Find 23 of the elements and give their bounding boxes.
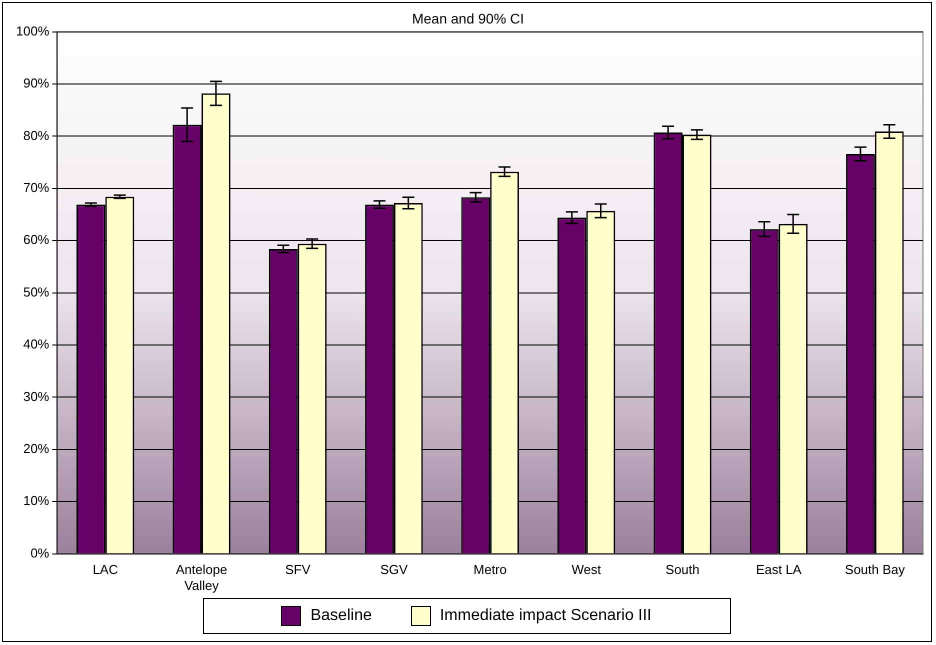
y-tick-label: 60% <box>23 232 50 248</box>
y-tick-label: 0% <box>30 545 50 560</box>
legend-label: Baseline <box>310 607 372 625</box>
y-tick-label: 70% <box>23 180 50 195</box>
x-tick-label: SFV <box>285 562 311 578</box>
x-tick-label: LAC <box>92 562 118 578</box>
y-tick-label: 90% <box>23 76 50 91</box>
x-tick-label: East LA <box>756 562 802 578</box>
x-tick-label: Metro <box>474 562 507 578</box>
legend-label: Immediate impact Scenario III <box>440 607 652 625</box>
x-tick-label: South <box>666 562 700 578</box>
x-tick-label: SGV <box>380 562 408 578</box>
y-tick-label: 10% <box>23 493 50 508</box>
y-tick-label: 50% <box>23 284 50 300</box>
y-tick-label: 80% <box>23 128 50 143</box>
x-tick-label: West <box>572 562 602 578</box>
x-tick-label: Antelope Valley <box>176 562 228 593</box>
y-tick-label: 20% <box>23 440 50 456</box>
chart-title: Mean and 90% CI <box>412 10 524 26</box>
y-tick-label: 30% <box>23 388 50 404</box>
y-tick-label: 100% <box>16 23 50 38</box>
y-tick-label: 40% <box>23 336 50 352</box>
x-tick-label: South Bay <box>844 562 906 578</box>
